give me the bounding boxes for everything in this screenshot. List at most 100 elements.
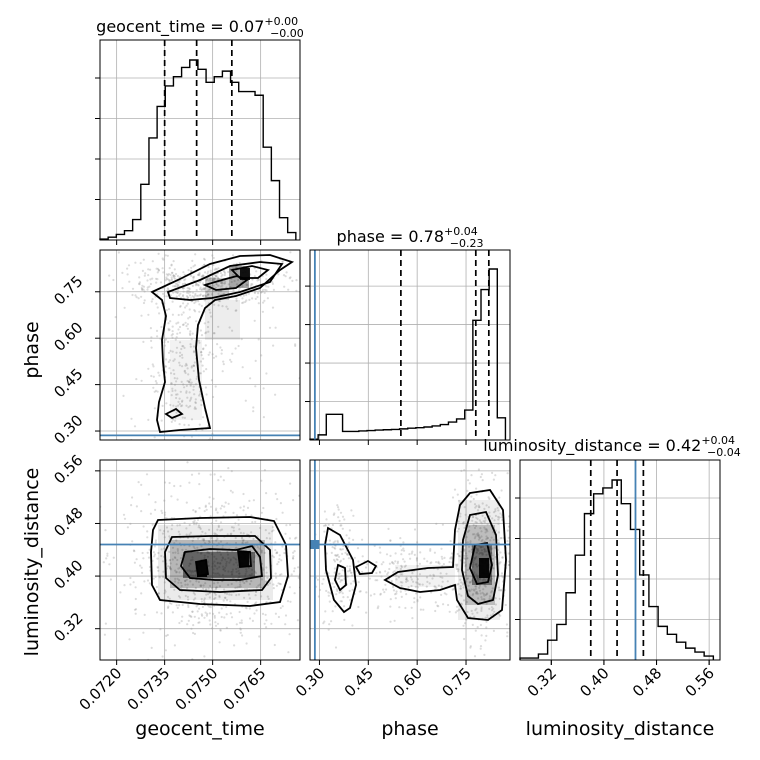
sample-point <box>296 619 299 622</box>
sample-point <box>473 526 477 530</box>
sample-point <box>219 281 223 285</box>
sample-point <box>434 585 437 588</box>
sample-point <box>330 620 333 623</box>
sample-point <box>473 533 476 536</box>
sample-point <box>219 553 222 556</box>
sample-point <box>294 343 297 346</box>
sample-point <box>456 563 459 566</box>
sample-point <box>475 607 478 610</box>
sample-point <box>189 580 192 583</box>
sample-point <box>186 379 189 383</box>
sample-point <box>285 271 288 274</box>
contour-inner-right <box>469 541 493 586</box>
sample-point <box>248 607 251 610</box>
sample-point <box>150 336 153 339</box>
sample-point <box>494 603 497 606</box>
sample-point <box>175 346 179 349</box>
sample-point <box>205 331 208 334</box>
sample-point <box>454 563 457 566</box>
sample-point <box>188 288 191 291</box>
sample-point <box>346 553 349 556</box>
sample-point <box>220 349 223 352</box>
sample-point <box>291 556 295 560</box>
sample-point <box>415 559 418 562</box>
sample-point <box>481 502 484 505</box>
sample-point <box>171 418 175 421</box>
sample-point <box>151 260 154 263</box>
sample-point <box>333 585 336 589</box>
sample-point <box>405 576 408 579</box>
sample-point <box>241 297 244 300</box>
sample-point <box>140 566 143 569</box>
sample-point <box>231 491 234 494</box>
sample-point <box>189 559 192 562</box>
sample-point <box>173 372 176 376</box>
sample-point <box>96 362 98 364</box>
sample-point <box>179 341 182 344</box>
sample-point <box>260 549 264 552</box>
sample-point <box>464 541 467 544</box>
sample-point <box>199 372 202 375</box>
sample-point <box>486 523 489 526</box>
sample-point <box>176 524 179 527</box>
sample-point <box>206 555 209 558</box>
sample-point <box>332 513 335 517</box>
sample-point <box>267 597 270 601</box>
sample-point <box>485 593 488 596</box>
sample-point <box>455 605 459 608</box>
sample-point <box>472 524 475 527</box>
sample-point <box>456 609 459 613</box>
sample-point <box>184 594 187 598</box>
panel-luminosity-distance-hist: 0.32 0.40 0.48 0.56 luminosity_distance lum… <box>483 434 741 740</box>
sample-point <box>385 588 388 591</box>
sample-point <box>288 633 291 636</box>
sample-point <box>228 326 231 329</box>
sample-point <box>179 557 183 560</box>
sample-point <box>213 582 216 585</box>
sample-point <box>193 521 196 524</box>
sample-point <box>499 537 502 540</box>
sample-point <box>413 601 416 604</box>
sample-point <box>185 362 188 365</box>
sample-point <box>211 587 214 590</box>
sample-point <box>222 568 225 571</box>
sample-point <box>197 472 201 475</box>
sample-point <box>158 312 161 315</box>
sample-point <box>219 346 222 349</box>
sample-point <box>292 499 295 502</box>
sample-point <box>235 558 238 561</box>
sample-point <box>188 332 192 335</box>
sample-point <box>234 541 238 545</box>
sample-point <box>468 482 471 485</box>
sample-point <box>393 570 396 573</box>
sample-point <box>144 272 147 275</box>
sample-point <box>213 614 216 618</box>
sample-point <box>184 579 187 583</box>
sample-point <box>465 554 468 557</box>
sample-point <box>162 575 165 579</box>
sample-point <box>190 266 193 269</box>
density-cell <box>479 558 489 578</box>
sample-point <box>178 524 181 527</box>
sample-point <box>219 507 222 510</box>
sample-point <box>235 623 238 626</box>
sample-point <box>263 288 267 291</box>
sample-point <box>231 573 234 576</box>
sample-point <box>215 557 218 561</box>
contour-low-island <box>164 407 184 420</box>
sample-point <box>230 280 233 284</box>
sample-point <box>196 441 198 443</box>
sample-point <box>207 552 211 555</box>
sample-point <box>478 536 482 540</box>
sample-point <box>261 567 264 570</box>
sample-point <box>192 345 195 348</box>
sample-point <box>200 351 203 354</box>
sample-point <box>476 532 480 535</box>
sample-point <box>430 591 433 594</box>
sample-point <box>166 274 169 277</box>
sample-point <box>198 394 201 397</box>
sample-point <box>192 276 195 279</box>
panel-geocent-time-hist: geocent_time = 0.07+0.00 −0.00 <box>95 15 304 245</box>
sample-point <box>226 553 230 556</box>
sample-point <box>180 620 183 623</box>
